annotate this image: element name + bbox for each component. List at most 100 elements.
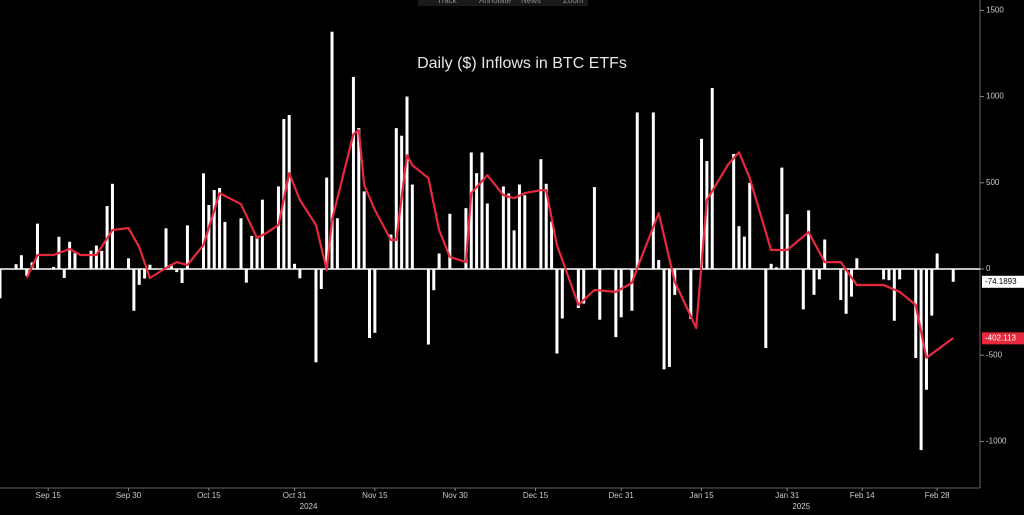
- bar: [394, 128, 398, 270]
- bar: [775, 267, 779, 270]
- bar: [882, 269, 886, 280]
- bar: [127, 258, 131, 270]
- bar: [539, 159, 543, 270]
- bar: [335, 218, 339, 270]
- bar: [255, 236, 259, 270]
- year-label: 2025: [792, 502, 810, 511]
- bar: [250, 235, 254, 270]
- bar: [801, 269, 805, 310]
- bar: [68, 241, 72, 270]
- bar: [464, 208, 468, 270]
- bar: [651, 112, 655, 270]
- bar: [710, 87, 714, 270]
- bar: [662, 269, 666, 370]
- x-tick-label: Feb 28: [925, 491, 950, 500]
- bar: [469, 152, 473, 270]
- bar: [293, 263, 297, 270]
- bar: [560, 269, 564, 319]
- bar: [764, 269, 768, 348]
- bar: [0, 269, 2, 299]
- y-tick-label: 1500: [986, 5, 1004, 14]
- last-value-box: [982, 275, 1024, 288]
- toolbar-button[interactable]: Zoom: [563, 0, 584, 5]
- bar: [512, 230, 516, 270]
- bar: [169, 264, 173, 270]
- y-tick-label: -500: [986, 350, 1003, 359]
- bar: [839, 269, 843, 301]
- toolbar: Track Annotate News Zoom: [418, 0, 588, 6]
- bar: [657, 260, 661, 270]
- bar: [212, 190, 216, 270]
- bar: [410, 184, 414, 270]
- x-tick-label: Dec 15: [523, 491, 549, 500]
- bar: [362, 191, 366, 270]
- bar: [892, 269, 896, 321]
- bar: [132, 269, 136, 311]
- bar: [19, 255, 23, 270]
- bar: [737, 226, 741, 270]
- x-tick-label: Nov 30: [443, 491, 469, 500]
- bar: [780, 167, 784, 270]
- bar: [185, 225, 189, 270]
- bar: [517, 184, 521, 270]
- toolbar-button[interactable]: Annotate: [479, 0, 512, 5]
- x-tick-label: Jan 31: [775, 491, 800, 500]
- bar: [635, 112, 639, 270]
- bar: [700, 138, 704, 270]
- bar: [405, 96, 409, 270]
- bar: [330, 31, 334, 270]
- last-value-box: [982, 332, 1024, 345]
- y-tick-label: -1000: [986, 437, 1007, 446]
- bar: [576, 269, 580, 308]
- bar: [52, 266, 56, 270]
- bar: [319, 269, 323, 290]
- y-tick-label: 0: [986, 264, 991, 273]
- bar: [448, 213, 452, 270]
- bar: [475, 173, 479, 270]
- bar: [614, 269, 618, 338]
- bar: [582, 269, 586, 304]
- y-tick-label: 500: [986, 178, 1000, 187]
- bar: [592, 187, 596, 270]
- bar: [276, 186, 280, 270]
- year-label: 2024: [300, 502, 318, 511]
- bar: [667, 269, 671, 367]
- ma-line: [25, 129, 954, 359]
- bar: [769, 263, 773, 270]
- x-tick-label: Sep 15: [36, 491, 62, 500]
- last-value-label: -74.1893: [985, 277, 1017, 286]
- bar: [201, 173, 205, 270]
- bar: [914, 269, 918, 358]
- bar: [823, 239, 827, 270]
- bar: [544, 183, 548, 270]
- bar: [62, 269, 66, 278]
- bar: [555, 269, 559, 354]
- bar: [898, 269, 902, 280]
- bar: [742, 236, 746, 270]
- bar: [207, 205, 211, 270]
- bar: [137, 269, 141, 285]
- bar: [694, 268, 698, 270]
- bar: [732, 153, 736, 270]
- bar: [523, 195, 527, 270]
- last-value-label: -402.113: [985, 333, 1017, 342]
- bar: [164, 228, 168, 270]
- bar: [924, 269, 928, 390]
- x-tick-label: Dec 31: [609, 491, 635, 500]
- bar: [501, 186, 505, 270]
- bar: [223, 221, 227, 270]
- last-value-tag: -402.113: [982, 332, 1024, 345]
- toolbar-button[interactable]: News: [521, 0, 541, 5]
- bar: [817, 269, 821, 280]
- last-value-tag: -74.1893: [982, 275, 1024, 288]
- bar: [887, 269, 891, 281]
- y-tick-label: 1000: [986, 92, 1004, 101]
- toolbar-button[interactable]: Track: [437, 0, 458, 5]
- bar: [630, 269, 634, 311]
- x-tick-label: Nov 15: [362, 491, 388, 500]
- bar: [426, 269, 430, 345]
- bar: [507, 193, 511, 270]
- x-tick-label: Jan 15: [690, 491, 715, 500]
